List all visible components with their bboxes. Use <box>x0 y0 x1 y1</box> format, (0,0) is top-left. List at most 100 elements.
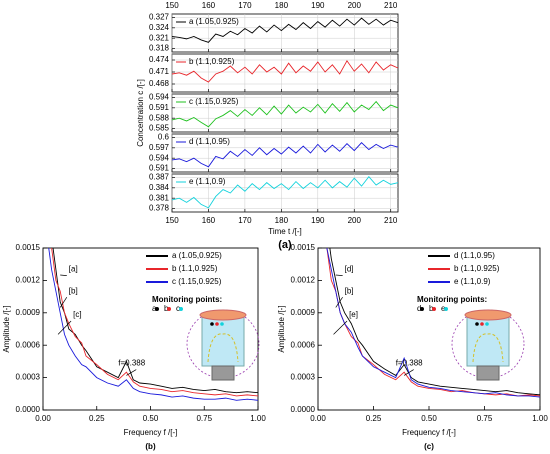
inset-dot <box>179 307 183 311</box>
subplot-frame <box>171 13 399 53</box>
y-tick-label: 0.0015 <box>291 243 316 252</box>
x-axis-label: Time t /[-] <box>268 227 301 236</box>
x-tick-label: 0.00 <box>310 414 326 423</box>
data-line <box>171 17 399 43</box>
inset-lid <box>464 309 512 321</box>
annotation-arrow <box>126 369 137 376</box>
inset-title: Monitoring points: <box>417 295 487 304</box>
data-line <box>329 248 540 396</box>
x-tick-label: 150 <box>165 216 179 225</box>
y-tick-label: 0.384 <box>149 183 170 192</box>
data-line <box>171 100 399 128</box>
subplot-frame <box>171 53 399 93</box>
y-tick-label: 0.591 <box>149 164 170 173</box>
inset-label: a <box>152 304 157 313</box>
x-tick-label: 210 <box>384 216 398 225</box>
inset-dot <box>420 307 424 311</box>
annotation: [d] <box>345 265 354 274</box>
inset-base <box>211 365 235 381</box>
inset-base <box>476 365 500 381</box>
annotation: f=0.388 <box>118 359 145 368</box>
x-tick-label: 0.50 <box>143 414 159 423</box>
y-tick-label: 0.0006 <box>291 340 316 349</box>
y-tick-label: 0.0003 <box>291 373 316 382</box>
annotation-arrow <box>60 274 67 276</box>
data-line <box>326 248 540 398</box>
x-tick-label-top: 200 <box>348 1 362 10</box>
x-tick-label: 0.75 <box>196 414 212 423</box>
inset-label: b <box>429 304 434 313</box>
inset-label: b <box>164 304 169 313</box>
monitor-point <box>480 322 484 326</box>
x-tick-label: 0.25 <box>89 414 105 423</box>
annotation-arrow <box>333 320 348 335</box>
x-tick-label-top: 180 <box>275 1 289 10</box>
monitor-point <box>215 322 219 326</box>
y-tick-label: 0.471 <box>149 67 170 76</box>
x-tick-label: 0.50 <box>421 414 437 423</box>
legend-label: c (1.15,0.925) <box>172 277 222 286</box>
inset-title: Monitoring points: <box>152 295 222 304</box>
inset-dot <box>167 307 171 311</box>
y-tick-label: 0.591 <box>149 103 170 112</box>
y-tick-label: 0.324 <box>149 23 170 32</box>
y-tick-label: 0.387 <box>149 173 170 182</box>
y-tick-label: 0.381 <box>149 193 170 202</box>
monitor-point <box>210 322 214 326</box>
y-axis-label: Concentration c /[-] <box>136 79 145 147</box>
x-tick-label: 1.00 <box>532 414 548 423</box>
inset-dot <box>444 307 448 311</box>
y-tick-label: 0.0000 <box>16 405 41 414</box>
y-tick-label: 0.0006 <box>16 340 41 349</box>
y-tick-label: 0.0009 <box>291 308 316 317</box>
inset-label: d <box>417 304 421 313</box>
inset-label: c <box>176 304 180 313</box>
inset-flow <box>207 333 239 363</box>
legend-label: b (1.1,0.925) <box>189 57 235 66</box>
inset-dot <box>432 307 436 311</box>
y-tick-label: 0.468 <box>149 79 170 88</box>
y-axis-label: Amplitude /[-] <box>277 305 286 352</box>
legend-label: b (1.1,0.925) <box>172 264 218 273</box>
y-tick-label: 0.594 <box>149 93 170 102</box>
annotation-arrow <box>335 297 343 308</box>
y-tick-label: 0.0000 <box>291 405 316 414</box>
inset-label: e <box>441 304 446 313</box>
monitor-point <box>485 322 489 326</box>
y-tick-label: 0.594 <box>149 153 170 162</box>
x-tick-label: 200 <box>348 216 362 225</box>
monitor-point <box>475 322 479 326</box>
y-tick-label: 0.474 <box>149 55 170 64</box>
y-tick-label: 0.378 <box>149 204 170 213</box>
inset-lid <box>199 309 247 321</box>
x-tick-label-top: 170 <box>238 1 252 10</box>
y-tick-label: 0.0003 <box>16 373 41 382</box>
legend-label: d (1.1,0.95) <box>454 251 495 260</box>
y-tick-label: 0.327 <box>149 13 170 22</box>
x-axis-label: Frequency f /[-] <box>124 428 178 437</box>
y-tick-label: 0.0009 <box>16 308 41 317</box>
panel-label: (b) <box>145 442 156 451</box>
y-tick-label: 0.0012 <box>16 276 41 285</box>
x-tick-label: 190 <box>311 216 325 225</box>
legend-label: d (1.1,0.95) <box>189 137 230 146</box>
x-tick-label-top: 150 <box>165 1 179 10</box>
x-tick-label: 0.75 <box>477 414 493 423</box>
x-axis-label: Frequency f /[-] <box>402 428 456 437</box>
data-line <box>171 141 399 168</box>
x-tick-label-top: 160 <box>202 1 216 10</box>
annotation-arrow <box>335 274 343 276</box>
y-tick-label: 0.0012 <box>291 276 316 285</box>
inset-flow <box>472 333 504 363</box>
legend-label: e (1.1,0.9) <box>189 177 226 186</box>
annotation: [c] <box>73 310 81 319</box>
x-tick-label-top: 190 <box>311 1 325 10</box>
y-tick-label: 0.6 <box>158 133 170 142</box>
data-line <box>171 59 399 83</box>
x-tick-label: 180 <box>275 216 289 225</box>
annotation: [e] <box>349 310 358 319</box>
annotation: [a] <box>69 265 78 274</box>
panel-label: (c) <box>424 442 434 451</box>
x-tick-label: 0.00 <box>35 414 51 423</box>
